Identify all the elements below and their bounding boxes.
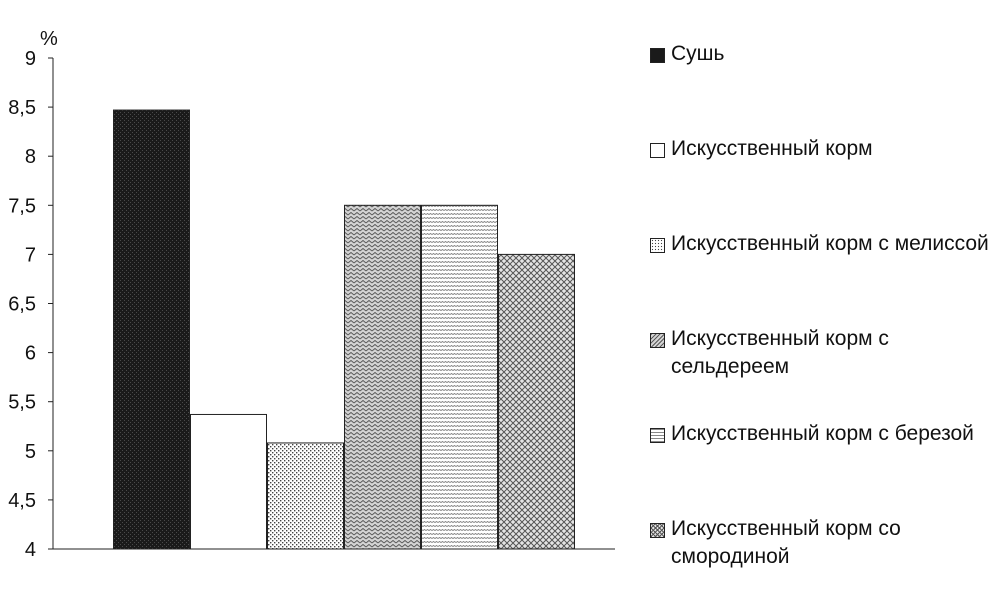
legend-item: Искусственный корм с березой xyxy=(650,420,995,448)
legend-swatch xyxy=(650,238,665,253)
legend-item: Искусственный корм с сельдереем xyxy=(650,325,995,381)
y-tick-label: 7 xyxy=(25,244,36,266)
legend-item: Искусственный корм xyxy=(650,135,995,163)
bar-1 xyxy=(190,413,267,550)
bar-0 xyxy=(113,109,190,550)
y-tick-label: 5,5 xyxy=(8,392,36,414)
bar-chart: % 4 4,5 5 5,5 6 6,5 7 7,5 8 8,5 9 xyxy=(8,28,615,561)
legend-label: Искусственный корм со смородиной xyxy=(671,517,901,568)
legend-label: Искусственный корм с березой xyxy=(671,422,974,445)
y-tick-label: 6,5 xyxy=(8,294,36,316)
legend-swatch xyxy=(650,523,665,538)
legend-label: Сушь xyxy=(671,42,725,65)
legend-label: Искусственный корм с сельдереем xyxy=(671,327,889,378)
bar-4 xyxy=(421,204,498,550)
y-tick-label: 4,5 xyxy=(8,490,36,512)
bar-2 xyxy=(267,442,344,550)
legend-item: Искусственный корм со смородиной xyxy=(650,515,995,571)
y-tick-label: 7,5 xyxy=(8,195,36,217)
y-tick-label: 8,5 xyxy=(8,97,36,119)
legend-label: Искусственный корм с мелиссой xyxy=(671,232,989,255)
y-tick-label: 4 xyxy=(25,539,36,561)
y-tick-label: 6 xyxy=(25,343,36,365)
y-axis-unit-label: % xyxy=(40,28,58,50)
legend-item: Сушь xyxy=(650,40,995,68)
legend-swatch xyxy=(650,48,665,63)
legend-label: Искусственный корм xyxy=(671,137,873,160)
bar-3 xyxy=(344,204,421,550)
bar-5 xyxy=(498,253,575,550)
legend-swatch xyxy=(650,143,665,158)
y-tick-label: 9 xyxy=(25,48,36,70)
y-tick-label: 5 xyxy=(25,441,36,463)
legend-item: Искусственный корм с мелиссой xyxy=(650,230,995,258)
legend-swatch xyxy=(650,428,665,443)
y-tick-label: 8 xyxy=(25,146,36,168)
legend-swatch xyxy=(650,333,665,348)
